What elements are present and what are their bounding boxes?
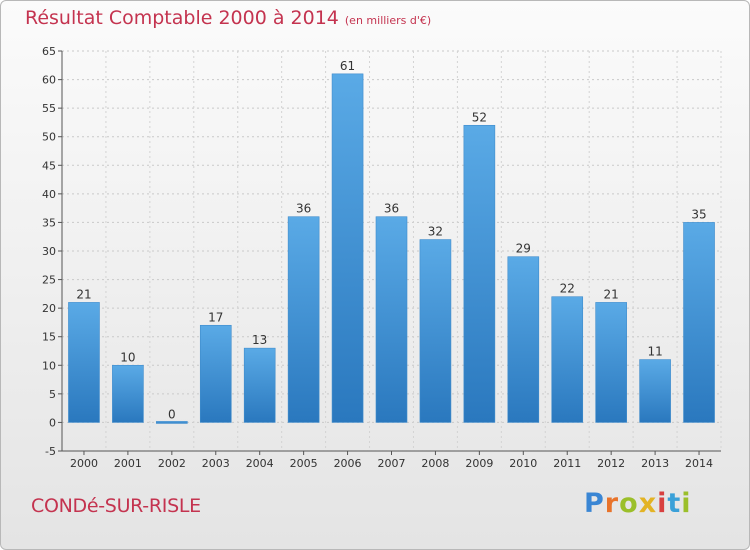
y-tick-label: 35 [42, 216, 56, 229]
y-axis-ticks: -5 0 5 10 15 20 25 30 35 40 45 50 55 60 65 [42, 45, 63, 458]
y-tick-label: -5 [45, 445, 56, 458]
logo-letter: r [604, 488, 620, 519]
x-tick-label: 2000 [70, 457, 98, 470]
bar [507, 256, 540, 423]
logo-letter: x [638, 488, 658, 519]
bar-value-label: 21 [604, 287, 619, 301]
bar [68, 302, 100, 423]
bar-value-label: 0 [168, 407, 176, 421]
bar [639, 359, 671, 423]
bar-value-label: 10 [120, 350, 135, 364]
y-tick-label: 60 [42, 74, 56, 87]
bar [156, 421, 188, 424]
logo-letter: i [681, 488, 692, 519]
bar-value-label: 61 [340, 59, 355, 73]
y-tick-label: 55 [42, 102, 56, 115]
x-tick-label: 2011 [553, 457, 581, 470]
y-tick-label: 15 [42, 331, 56, 344]
bar-value-label: 52 [472, 110, 487, 124]
bar-value-label: 21 [76, 287, 91, 301]
data-labels: 21 10 0 17 13 36 61 36 32 52 29 22 21 11 35 [76, 59, 706, 422]
logo-letter: P [584, 488, 605, 519]
bar-value-label: 32 [428, 225, 443, 239]
x-tick-label: 2007 [378, 457, 406, 470]
bar [199, 324, 232, 423]
bar [287, 216, 320, 423]
bar-value-label: 29 [516, 242, 531, 256]
y-tick-label: 40 [42, 188, 56, 201]
grid-lines [61, 50, 722, 452]
x-tick-label: 2014 [685, 457, 713, 470]
bar-value-label: 36 [384, 202, 399, 216]
commune-name: CONDé-SUR-RISLE [31, 495, 201, 517]
x-tick-label: 2008 [421, 457, 449, 470]
x-tick-label: 2003 [202, 457, 230, 470]
y-tick-label: 30 [42, 245, 56, 258]
bar-value-label: 36 [296, 202, 311, 216]
bar-value-label: 11 [647, 345, 662, 359]
bar [112, 364, 144, 423]
y-tick-label: 10 [42, 359, 56, 372]
x-tick-label: 2012 [597, 457, 625, 470]
x-tick-label: 2001 [114, 457, 142, 470]
y-tick-label: 5 [49, 388, 56, 401]
y-tick-label: 0 [49, 416, 56, 429]
bar [243, 347, 276, 423]
x-tick-label: 2005 [290, 457, 318, 470]
x-axis-ticks: 2000 2001 2002 2003 2004 2005 2006 2007 2008 2009… [62, 450, 721, 470]
bar-value-label: 17 [208, 310, 223, 324]
x-tick-label: 2009 [465, 457, 493, 470]
x-tick-label: 2006 [334, 457, 362, 470]
bar [463, 124, 496, 423]
y-tick-label: 65 [42, 45, 56, 58]
bar-value-label: 13 [252, 333, 267, 347]
bar [551, 296, 584, 423]
logo-letter: o [619, 488, 639, 519]
bars [68, 73, 715, 424]
y-tick-label: 25 [42, 274, 56, 287]
bar-value-label: 35 [691, 207, 706, 221]
bar-value-label: 22 [560, 282, 575, 296]
chart-subtitle: (en milliers d'€) [344, 14, 432, 27]
bar [331, 73, 364, 423]
x-tick-label: 2010 [509, 457, 537, 470]
x-tick-label: 2002 [158, 457, 186, 470]
chart-title-text: Résultat Comptable 2000 à 2014 [25, 7, 339, 29]
logo-letter: i [657, 488, 668, 519]
logo-letter: t [667, 488, 682, 519]
x-tick-label: 2004 [246, 457, 274, 470]
chart-title: Résultat Comptable 2000 à 2014 (en millie… [25, 7, 431, 29]
proxiti-logo: Proxiti [584, 488, 692, 519]
y-tick-label: 20 [42, 302, 56, 315]
bar [595, 302, 627, 423]
y-tick-label: 45 [42, 159, 56, 172]
y-tick-label: 50 [42, 131, 56, 144]
bar [683, 222, 715, 423]
x-tick-label: 2013 [641, 457, 669, 470]
bar [375, 216, 408, 423]
bar [419, 239, 452, 423]
